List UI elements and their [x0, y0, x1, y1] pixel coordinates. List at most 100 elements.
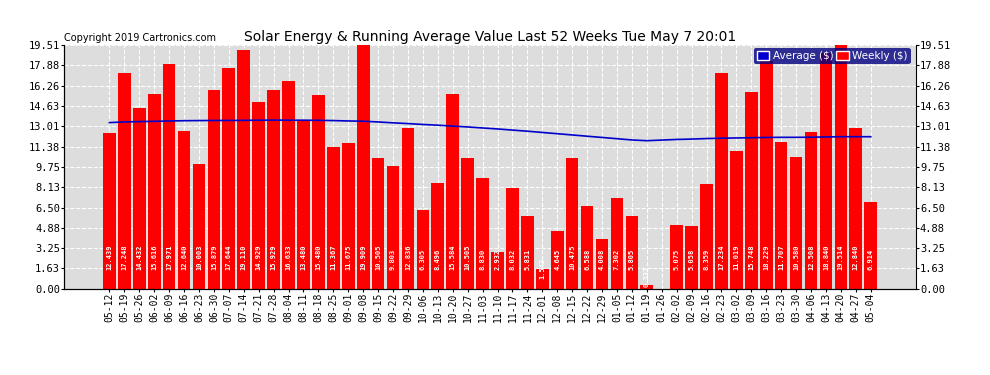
Text: 0.332: 0.332 — [644, 266, 649, 286]
Text: 17.248: 17.248 — [122, 244, 128, 270]
Bar — [521, 216, 534, 289]
Bar — [103, 134, 116, 289]
Bar — [327, 147, 340, 289]
Bar — [356, 40, 369, 289]
Text: 12.840: 12.840 — [852, 244, 858, 270]
Bar — [685, 225, 698, 289]
Text: 15.929: 15.929 — [270, 244, 276, 270]
Text: 7.302: 7.302 — [614, 249, 620, 270]
Bar — [790, 157, 803, 289]
Text: 6.914: 6.914 — [867, 249, 874, 270]
Bar — [193, 164, 205, 289]
Bar — [372, 158, 384, 289]
Text: 4.645: 4.645 — [554, 249, 560, 270]
Text: 10.505: 10.505 — [375, 244, 381, 270]
Text: 6.305: 6.305 — [420, 249, 426, 270]
Bar — [238, 50, 250, 289]
Bar — [446, 94, 459, 289]
Bar — [805, 132, 818, 289]
Text: 8.359: 8.359 — [704, 249, 710, 270]
Bar — [297, 120, 310, 289]
Bar — [402, 128, 414, 289]
Title: Solar Energy & Running Average Value Last 52 Weeks Tue May 7 20:01: Solar Energy & Running Average Value Las… — [244, 30, 737, 44]
Text: 8.032: 8.032 — [510, 249, 516, 270]
Text: 16.633: 16.633 — [285, 244, 291, 270]
Text: 17.234: 17.234 — [719, 244, 725, 270]
Text: 12.836: 12.836 — [405, 244, 411, 270]
Text: 14.929: 14.929 — [255, 244, 261, 270]
Text: 4.008: 4.008 — [599, 249, 605, 270]
Text: 11.675: 11.675 — [346, 244, 351, 270]
Text: 17.971: 17.971 — [166, 244, 172, 270]
Text: 18.840: 18.840 — [823, 244, 829, 270]
Text: 13.480: 13.480 — [300, 244, 307, 270]
Bar — [491, 252, 504, 289]
Text: 15.879: 15.879 — [211, 244, 217, 270]
Text: 2.932: 2.932 — [495, 249, 501, 270]
Bar — [641, 285, 653, 289]
Text: 5.075: 5.075 — [673, 249, 680, 270]
Bar — [282, 81, 295, 289]
Text: 19.110: 19.110 — [241, 244, 247, 270]
Bar — [267, 90, 280, 289]
Text: 15.748: 15.748 — [748, 244, 754, 270]
Bar — [835, 45, 847, 289]
Bar — [133, 108, 146, 289]
Text: 8.830: 8.830 — [479, 249, 485, 270]
Text: 10.003: 10.003 — [196, 244, 202, 270]
Text: 18.229: 18.229 — [763, 244, 769, 270]
Bar — [775, 142, 787, 289]
Bar — [476, 178, 489, 289]
Text: 5.831: 5.831 — [525, 249, 531, 270]
Bar — [342, 143, 354, 289]
Bar — [581, 207, 593, 289]
Bar — [670, 225, 683, 289]
Bar — [208, 90, 220, 289]
Bar — [626, 216, 639, 289]
Text: 12.439: 12.439 — [106, 244, 113, 270]
Text: 11.367: 11.367 — [331, 244, 337, 270]
Bar — [312, 95, 325, 289]
Bar — [566, 158, 578, 289]
Bar — [864, 202, 877, 289]
Bar — [730, 151, 742, 289]
Bar — [744, 92, 757, 289]
Bar — [536, 270, 548, 289]
Text: 1.543: 1.543 — [540, 258, 545, 279]
Text: 11.707: 11.707 — [778, 244, 784, 270]
Bar — [820, 53, 833, 289]
Text: 14.432: 14.432 — [137, 244, 143, 270]
Bar — [461, 158, 474, 289]
Text: 11.019: 11.019 — [734, 244, 740, 270]
Bar — [700, 184, 713, 289]
Bar — [387, 166, 399, 289]
Text: 17.644: 17.644 — [226, 244, 232, 270]
Bar — [177, 131, 190, 289]
Text: 5.058: 5.058 — [689, 249, 695, 270]
Text: 15.584: 15.584 — [449, 244, 455, 270]
Bar — [223, 68, 236, 289]
Text: 19.514: 19.514 — [838, 244, 843, 270]
Text: 9.803: 9.803 — [390, 249, 396, 270]
Bar — [118, 73, 131, 289]
Text: 5.805: 5.805 — [629, 249, 635, 270]
Bar — [760, 61, 772, 289]
Text: 10.580: 10.580 — [793, 244, 799, 270]
Text: 6.588: 6.588 — [584, 249, 590, 270]
Text: 15.616: 15.616 — [151, 244, 157, 270]
Bar — [162, 64, 175, 289]
Text: 10.475: 10.475 — [569, 244, 575, 270]
Legend: Average ($), Weekly ($): Average ($), Weekly ($) — [753, 48, 911, 64]
Bar — [596, 238, 608, 289]
Bar — [715, 74, 728, 289]
Text: 10.505: 10.505 — [464, 244, 470, 270]
Text: 15.480: 15.480 — [316, 244, 322, 270]
Text: 8.496: 8.496 — [435, 249, 441, 270]
Text: 12.508: 12.508 — [808, 244, 814, 270]
Text: Copyright 2019 Cartronics.com: Copyright 2019 Cartronics.com — [64, 33, 217, 43]
Bar — [417, 210, 430, 289]
Bar — [252, 102, 265, 289]
Text: 19.909: 19.909 — [360, 244, 366, 270]
Bar — [550, 231, 563, 289]
Bar — [148, 94, 160, 289]
